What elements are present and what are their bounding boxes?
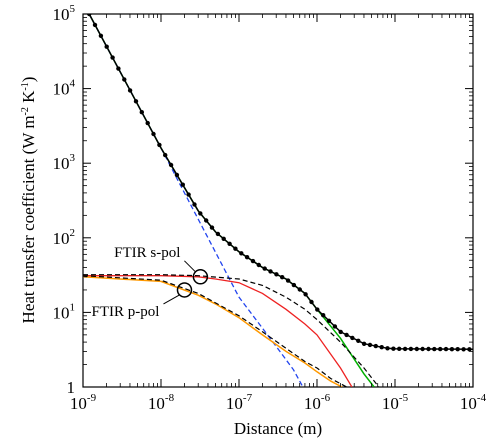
- data-point: [180, 182, 185, 187]
- data-point: [244, 255, 250, 260]
- data-point: [192, 202, 197, 207]
- data-point: [233, 246, 238, 251]
- data-point: [133, 99, 139, 104]
- x-tick-label: 10-7: [226, 392, 253, 413]
- annotation-leader: [163, 294, 180, 305]
- data-point: [449, 347, 455, 352]
- data-point: [379, 345, 384, 350]
- data-point: [373, 343, 378, 349]
- y-tick-label: 104: [53, 78, 76, 99]
- plot-area: [82, 13, 474, 388]
- data-point: [116, 66, 121, 71]
- data-point: [397, 346, 402, 351]
- data-point: [332, 324, 338, 329]
- y-tick-label: 101: [53, 301, 76, 322]
- data-point: [344, 332, 349, 338]
- data-point: [426, 346, 431, 352]
- data-point: [139, 110, 144, 115]
- annotation-leader: [184, 260, 196, 273]
- tick-layer: 10-9 10-8 10-7 10-6 10-5 10-4 1 101 102 103 104 105: [53, 3, 487, 413]
- annotation-label: FTIR s-pol: [114, 245, 180, 261]
- data-point: [110, 55, 115, 60]
- data-point: [239, 251, 244, 256]
- series-layer: [83, 14, 473, 387]
- data-point: [297, 287, 302, 292]
- data-point: [338, 329, 343, 335]
- data-point: [414, 346, 419, 352]
- x-tick-label: 10-6: [304, 392, 331, 413]
- data-point: [438, 346, 443, 352]
- data-point: [250, 258, 256, 264]
- data-point: [467, 347, 472, 352]
- data-point: [385, 346, 390, 351]
- data-point: [291, 282, 297, 288]
- data-point: [280, 275, 285, 280]
- data-point: [168, 162, 174, 168]
- x-axis-title: Distance (m): [234, 419, 322, 438]
- y-tick-label: 103: [53, 152, 76, 173]
- data-point: [127, 88, 133, 93]
- series-line-5: [83, 276, 343, 387]
- data-point: [274, 272, 279, 277]
- data-point: [350, 335, 355, 341]
- data-point: [367, 342, 373, 348]
- data-point: [321, 313, 326, 318]
- data-point: [361, 341, 367, 346]
- data-point: [157, 142, 162, 148]
- data-point: [285, 278, 291, 283]
- x-tick-label: 10-5: [382, 392, 409, 413]
- data-point: [204, 218, 209, 223]
- data-point: [326, 318, 332, 323]
- data-point: [221, 236, 226, 241]
- y-tick-label: 105: [53, 3, 76, 24]
- data-point: [186, 192, 191, 197]
- annotation-marker: [192, 269, 209, 285]
- data-point: [92, 22, 98, 28]
- annotation-marker: [176, 282, 193, 298]
- data-point: [309, 299, 314, 305]
- data-point: [443, 346, 449, 352]
- data-point: [98, 33, 104, 38]
- series-line-6: [83, 275, 347, 387]
- data-point: [145, 120, 150, 126]
- series-line-4: [83, 274, 380, 387]
- data-point: [209, 225, 215, 230]
- x-tick-label: 10-4: [460, 392, 487, 413]
- data-point: [198, 211, 203, 216]
- y-tick-label: 102: [53, 227, 76, 248]
- data-point: [268, 269, 273, 274]
- annotation-layer: FTIR s-pol FTIR p-pol: [92, 245, 209, 320]
- data-point: [256, 262, 261, 268]
- data-point: [391, 346, 396, 351]
- x-tick-label: 10-9: [70, 392, 97, 413]
- data-point: [356, 338, 361, 343]
- y-tick-label: 1: [67, 378, 76, 397]
- y-axis-title: Heat transfer coefficient (W m-2 K-1): [19, 77, 38, 324]
- data-point: [402, 346, 408, 352]
- data-point: [104, 44, 109, 49]
- data-point: [432, 346, 437, 352]
- series-line-3: [83, 275, 353, 387]
- annotation-label: FTIR p-pol: [92, 304, 160, 320]
- data-point: [315, 307, 320, 312]
- data-point: [174, 172, 180, 178]
- data-point: [163, 152, 168, 158]
- data-point: [420, 346, 425, 352]
- data-point: [227, 241, 232, 246]
- data-point: [303, 292, 308, 297]
- data-point: [455, 347, 460, 352]
- data-point: [87, 14, 92, 17]
- data-point: [461, 347, 466, 352]
- data-point: [215, 231, 221, 237]
- data-point: [151, 131, 156, 137]
- data-point: [408, 346, 414, 352]
- x-tick-label: 10-8: [148, 392, 175, 413]
- data-point: [122, 77, 127, 82]
- data-point: [262, 266, 267, 271]
